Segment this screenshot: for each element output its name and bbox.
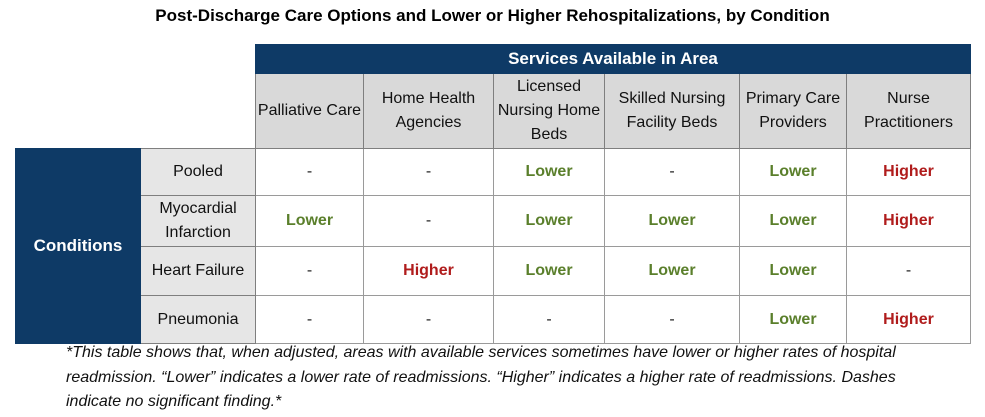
finding-cell: Higher	[846, 295, 971, 344]
column-header: Nurse Practitioners	[846, 73, 971, 149]
conditions-header: Conditions	[15, 148, 141, 344]
condition-label: Myocardial Infarction	[140, 195, 256, 247]
table-row: Conditions Pooled - - Lower - Lower Higher	[15, 148, 971, 344]
finding-cell: Lower	[739, 148, 847, 196]
column-header: Primary Care Providers	[739, 73, 847, 149]
finding-cell: -	[493, 295, 605, 344]
condition-label: Pooled	[140, 148, 256, 196]
finding-cell: Lower	[604, 195, 740, 247]
finding-cell: -	[846, 246, 971, 296]
column-header: Skilled Nursing Facility Beds	[604, 73, 740, 149]
table-row: Myocardial Infarction Lower - Lower Lower Low…	[16, 195, 971, 247]
finding-cell: Lower	[739, 195, 847, 247]
footnote: *This table shows that, when adjusted, a…	[66, 344, 896, 410]
finding-cell: -	[255, 246, 364, 296]
condition-label: Pneumonia	[140, 295, 256, 344]
finding-cell: -	[363, 295, 494, 344]
finding-cell: -	[255, 295, 364, 344]
finding-cell: -	[363, 148, 494, 196]
corner-blank	[15, 44, 256, 74]
finding-cell: Lower	[493, 148, 605, 196]
table-row: Pneumonia - - - - Lower Higher	[16, 295, 971, 344]
finding-cell: Lower	[604, 246, 740, 296]
finding-cell: -	[255, 148, 364, 196]
finding-cell: Lower	[493, 246, 605, 296]
finding-cell: Higher	[846, 148, 971, 196]
finding-cell: Higher	[846, 195, 971, 247]
condition-label: Heart Failure	[140, 246, 256, 296]
finding-cell: Lower	[739, 295, 847, 344]
column-header: Licensed Nursing Home Beds	[493, 73, 605, 149]
finding-cell: Lower	[739, 246, 847, 296]
finding-cell: -	[604, 295, 740, 344]
column-header: Home Health Agencies	[363, 73, 494, 149]
corner-blank-2	[15, 73, 256, 149]
table-row: Heart Failure - Higher Lower Lower Lower -	[16, 246, 971, 296]
table-title: Post-Discharge Care Options and Lower or…	[155, 6, 830, 25]
finding-cell: Higher	[363, 246, 494, 296]
findings-table: Services Available in Area Palliative Ca…	[15, 44, 971, 344]
services-header: Services Available in Area	[255, 44, 971, 74]
finding-cell: Lower	[255, 195, 364, 247]
finding-cell: Lower	[493, 195, 605, 247]
finding-cell: -	[604, 148, 740, 196]
column-header: Palliative Care	[255, 73, 364, 149]
finding-cell: -	[363, 195, 494, 247]
